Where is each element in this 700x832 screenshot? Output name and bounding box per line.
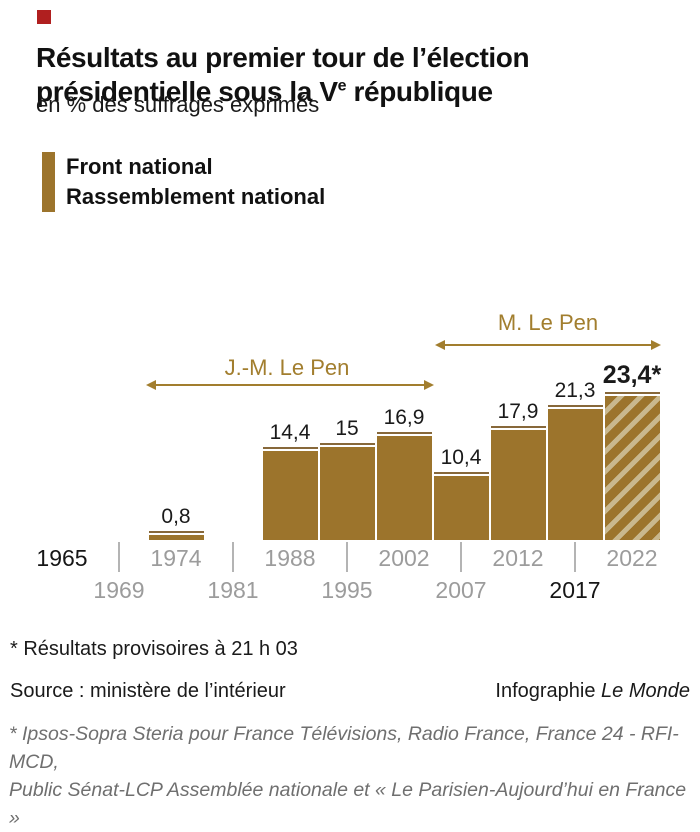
bar-cap-1995	[319, 443, 375, 445]
lemonde-brand-text: Le Monde	[601, 680, 690, 702]
methodology-line2: Public Sénat-LCP Assemblée nationale et …	[9, 779, 687, 829]
bar-cap-1974	[148, 531, 204, 533]
annotation-arrow-jm-le-pen	[146, 380, 434, 390]
annotation-label-jm-le-pen: J.-M. Le Pen	[224, 355, 350, 380]
bar-1988	[262, 451, 318, 540]
bar-cap-2017	[547, 405, 603, 407]
axis-year-2022: 2022	[606, 545, 658, 571]
axis-year-1965: 1965	[36, 545, 88, 571]
bar-value-2007: 10,4	[440, 446, 482, 469]
bar-value-1988: 14,4	[269, 421, 311, 444]
bar-cap-2002	[376, 432, 432, 434]
axis-year-1995: 1995	[321, 577, 373, 603]
provisional-results-note: * Résultats provisoires à 21 h 03	[10, 638, 298, 660]
axis-year-2007: 2007	[435, 577, 487, 603]
bar-value-2017: 21,3	[554, 379, 596, 402]
title-line1: Résultats au premier tour de l’élection	[36, 41, 530, 73]
arrowhead-left-icon	[435, 340, 445, 350]
arrowhead-right-icon	[424, 380, 434, 390]
bar-cap-2022	[604, 392, 660, 394]
infographic-page: Résultats au premier tour de l’élection p…	[0, 10, 700, 829]
bar-value-1974: 0,8	[161, 505, 191, 528]
axis-year-1981: 1981	[207, 577, 259, 603]
legend: Front national Rassemblement national	[42, 152, 325, 212]
superscript-e: e	[337, 77, 347, 95]
methodology-line1: * Ipsos-Sopra Steria pour France Télévis…	[9, 723, 679, 773]
bar-2012	[490, 430, 546, 540]
legend-label-front-national: Front national	[66, 154, 213, 179]
axis-tick-2007	[460, 542, 462, 572]
axis-year-2017: 2017	[549, 577, 601, 603]
source-label: Source : ministère de l’intérieur	[10, 680, 286, 702]
axis-year-1974: 1974	[150, 545, 202, 571]
axis-tick-2017	[574, 542, 576, 572]
axis-tick-1969	[118, 542, 120, 572]
source-row: Source : ministère de l’intérieur Infogr…	[10, 680, 690, 703]
bar-cap-2012	[490, 426, 546, 428]
legend-color-swatch	[42, 152, 55, 212]
bar-2002	[376, 436, 432, 540]
bar-2022	[604, 396, 660, 540]
bar-value-2022: 23,4*	[602, 361, 662, 389]
axis-year-1988: 1988	[264, 545, 316, 571]
axis-tick-1981	[232, 542, 234, 572]
bar-cap-1988	[262, 447, 318, 449]
bar-cap-2007	[433, 472, 489, 474]
bar-value-2002: 16,9	[383, 406, 425, 429]
arrowhead-left-icon	[146, 380, 156, 390]
annotation-arrow-m-le-pen	[435, 340, 661, 350]
legend-label-rassemblement-national: Rassemblement national	[66, 184, 326, 209]
arrowhead-right-icon	[651, 340, 661, 350]
bar-1995	[319, 447, 375, 540]
chart-unit-subtitle: en % des suffrages exprimés	[36, 92, 320, 117]
methodology-note: * Ipsos-Sopra Steria pour France Télévis…	[9, 720, 695, 832]
legend-labels: Front national Rassemblement national	[66, 152, 325, 212]
title-line2: présidentielle sous la Ve république	[36, 75, 493, 107]
axis-year-1969: 1969	[93, 577, 145, 603]
bar-1974	[148, 535, 204, 540]
credit-label: Infographie Le Monde	[495, 680, 690, 702]
lemonde-red-square-icon	[37, 10, 51, 24]
axis-tick-1995	[346, 542, 348, 572]
bar-chart: J.-M. Le Pen M. Le Pen 0,8 14,4 15 16,9 10,4 17…	[0, 300, 700, 612]
page-title: Résultats au premier tour de l’élection p…	[36, 41, 656, 109]
axis-year-2012: 2012	[492, 545, 544, 571]
bar-2007	[433, 476, 489, 540]
bar-value-1995: 15	[335, 417, 359, 440]
annotation-label-m-le-pen: M. Le Pen	[497, 310, 599, 335]
axis-year-2002: 2002	[378, 545, 430, 571]
bar-2017	[547, 409, 603, 540]
bar-value-2012: 17,9	[497, 400, 539, 423]
